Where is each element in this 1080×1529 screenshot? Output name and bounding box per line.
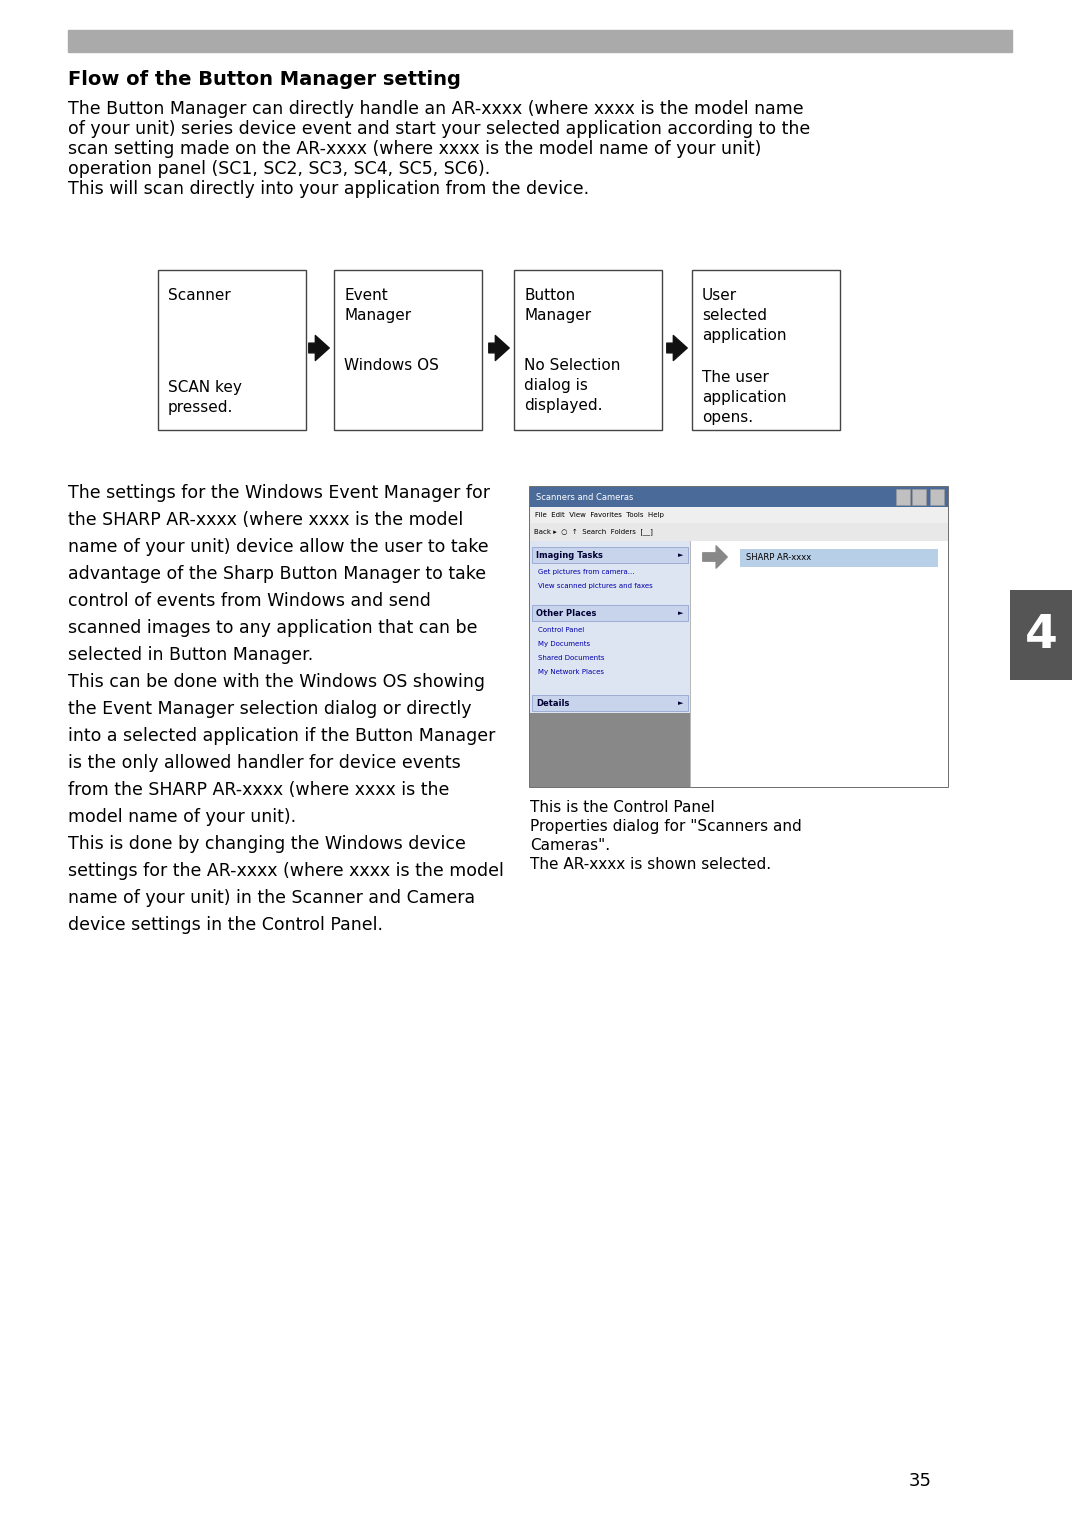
Text: Scanners and Cameras: Scanners and Cameras (536, 492, 633, 502)
Text: User: User (702, 287, 738, 303)
Bar (692, 271, 840, 430)
Text: The AR-xxxx is shown selected.: The AR-xxxx is shown selected. (530, 856, 771, 872)
Text: View scanned pictures and faxes: View scanned pictures and faxes (538, 583, 652, 589)
Text: This is done by changing the Windows device: This is done by changing the Windows dev… (68, 835, 465, 853)
Text: scanned images to any application that can be: scanned images to any application that c… (68, 619, 477, 638)
Text: application: application (702, 329, 786, 342)
Bar (530, 488, 948, 508)
Bar (530, 508, 948, 523)
Text: ►: ► (678, 700, 684, 706)
Text: device settings in the Control Panel.: device settings in the Control Panel. (68, 916, 383, 934)
Bar (514, 271, 662, 430)
Text: This will scan directly into your application from the device.: This will scan directly into your applic… (68, 180, 589, 197)
Bar (896, 489, 910, 505)
FancyArrowPatch shape (489, 335, 510, 361)
Text: SCAN key: SCAN key (168, 381, 242, 394)
Text: the SHARP AR-xxxx (where xxxx is the model: the SHARP AR-xxxx (where xxxx is the mod… (68, 511, 463, 529)
Bar (1010, 590, 1072, 680)
Text: dialog is: dialog is (524, 378, 588, 393)
Bar (930, 489, 944, 505)
Bar (334, 271, 482, 430)
Bar (740, 549, 939, 567)
Text: the Event Manager selection dialog or directly: the Event Manager selection dialog or di… (68, 700, 472, 719)
Text: Details: Details (536, 699, 569, 708)
Text: Manager: Manager (524, 307, 591, 323)
Bar (158, 271, 306, 430)
Bar (532, 696, 688, 711)
Text: name of your unit) in the Scanner and Camera: name of your unit) in the Scanner and Ca… (68, 888, 475, 907)
Text: The settings for the Windows Event Manager for: The settings for the Windows Event Manag… (68, 485, 490, 502)
Text: advantage of the Sharp Button Manager to take: advantage of the Sharp Button Manager to… (68, 566, 486, 583)
Text: scan setting made on the AR-xxxx (where xxxx is the model name of your unit): scan setting made on the AR-xxxx (where … (68, 141, 761, 157)
Text: Flow of the Button Manager setting: Flow of the Button Manager setting (68, 70, 461, 89)
Text: Scanner: Scanner (168, 287, 231, 303)
Text: pressed.: pressed. (168, 401, 233, 414)
Text: selected: selected (702, 307, 767, 323)
Text: This is the Control Panel: This is the Control Panel (530, 800, 715, 815)
Text: application: application (702, 390, 786, 405)
Text: Properties dialog for "Scanners and: Properties dialog for "Scanners and (530, 820, 801, 833)
Text: Back ▸  ○  ↑  Search  Folders  [__]: Back ▸ ○ ↑ Search Folders [__] (534, 529, 653, 535)
Text: Cameras".: Cameras". (530, 838, 610, 853)
Text: Shared Documents: Shared Documents (538, 654, 605, 661)
Bar (690, 541, 948, 787)
Text: Manager: Manager (345, 307, 411, 323)
Text: No Selection: No Selection (524, 358, 620, 373)
Text: SHARP AR-xxxx: SHARP AR-xxxx (746, 553, 811, 563)
Text: The user: The user (702, 370, 769, 385)
Text: is the only allowed handler for device events: is the only allowed handler for device e… (68, 754, 461, 772)
Text: from the SHARP AR-xxxx (where xxxx is the: from the SHARP AR-xxxx (where xxxx is th… (68, 781, 449, 800)
Bar (68, 31, 1012, 52)
Text: Button: Button (524, 287, 576, 303)
Text: name of your unit) device allow the user to take: name of your unit) device allow the user… (68, 538, 488, 557)
Text: My Network Places: My Network Places (538, 670, 604, 674)
Text: Get pictures from camera...: Get pictures from camera... (538, 569, 635, 575)
Text: opens.: opens. (702, 410, 753, 425)
Text: My Documents: My Documents (538, 641, 590, 647)
Text: ►: ► (678, 552, 684, 558)
Bar (532, 547, 688, 563)
Text: Windows OS: Windows OS (345, 358, 438, 373)
FancyArrowPatch shape (666, 335, 687, 361)
Text: Imaging Tasks: Imaging Tasks (536, 550, 603, 560)
Text: model name of your unit).: model name of your unit). (68, 807, 296, 826)
Text: Event: Event (345, 287, 388, 303)
Text: 35: 35 (908, 1472, 931, 1489)
Text: control of events from Windows and send: control of events from Windows and send (68, 592, 431, 610)
Text: Other Places: Other Places (536, 609, 596, 618)
Text: ►: ► (678, 610, 684, 616)
Text: displayed.: displayed. (524, 398, 603, 413)
Text: selected in Button Manager.: selected in Button Manager. (68, 645, 313, 664)
Text: into a selected application if the Button Manager: into a selected application if the Butto… (68, 726, 496, 745)
Bar (530, 523, 948, 541)
Text: 4: 4 (1025, 613, 1057, 657)
Text: Control Panel: Control Panel (538, 627, 584, 633)
Bar (530, 541, 690, 787)
Text: File  Edit  View  Favorites  Tools  Help: File Edit View Favorites Tools Help (535, 512, 664, 518)
Text: This can be done with the Windows OS showing: This can be done with the Windows OS sho… (68, 673, 485, 691)
Text: The Button Manager can directly handle an AR-xxxx (where xxxx is the model name: The Button Manager can directly handle a… (68, 99, 804, 118)
Text: of your unit) series device event and start your selected application according : of your unit) series device event and st… (68, 119, 810, 138)
Bar (530, 713, 690, 787)
FancyArrowPatch shape (309, 335, 329, 361)
Text: settings for the AR-xxxx (where xxxx is the model: settings for the AR-xxxx (where xxxx is … (68, 862, 504, 881)
Text: operation panel (SC1, SC2, SC3, SC4, SC5, SC6).: operation panel (SC1, SC2, SC3, SC4, SC5… (68, 161, 490, 177)
Bar (532, 605, 688, 621)
Bar (912, 489, 926, 505)
FancyArrowPatch shape (703, 546, 727, 569)
Bar (530, 488, 948, 787)
